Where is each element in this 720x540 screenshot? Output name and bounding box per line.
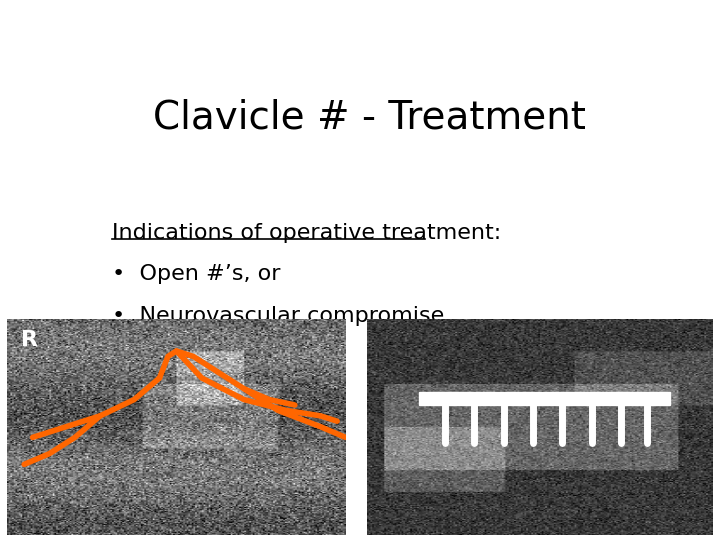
Text: Indications of operative treatment:: Indications of operative treatment: xyxy=(112,223,502,243)
Bar xyxy=(419,392,670,405)
Text: •  Open #’s, or: • Open #’s, or xyxy=(112,265,281,285)
Text: Clavicle # - Treatment: Clavicle # - Treatment xyxy=(153,98,585,136)
Text: R: R xyxy=(21,329,37,349)
Text: •  Neurovascular compromise: • Neurovascular compromise xyxy=(112,306,444,326)
